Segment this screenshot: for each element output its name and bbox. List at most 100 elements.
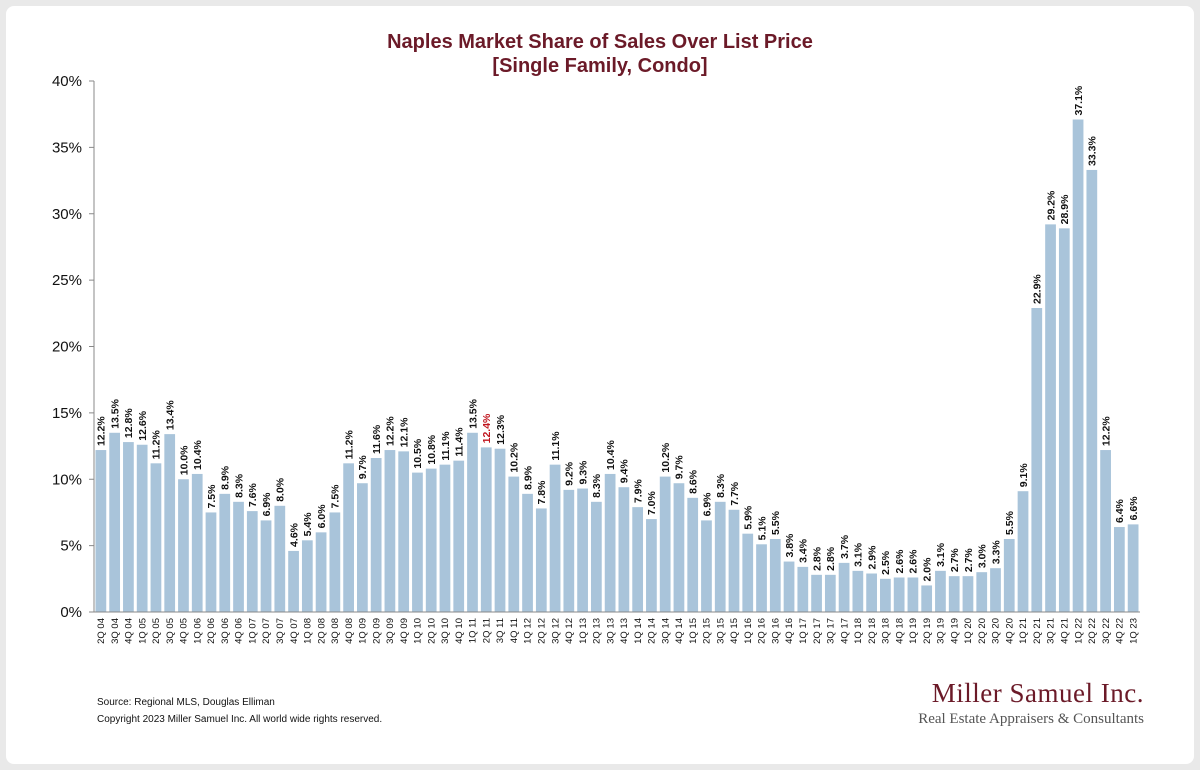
data-label: 9.1% <box>1018 463 1030 488</box>
x-tick-label: 4Q 20 <box>1004 618 1015 644</box>
bar <box>480 447 492 612</box>
x-tick-label: 2Q 17 <box>812 618 823 644</box>
data-label: 6.9% <box>261 492 273 517</box>
bar <box>315 532 327 612</box>
bar <box>233 501 244 612</box>
x-tick-label: 1Q 18 <box>853 618 864 644</box>
bar <box>1058 228 1070 612</box>
x-tick-label: 4Q 07 <box>289 618 300 644</box>
bar <box>618 487 630 612</box>
data-label: 8.6% <box>688 469 700 494</box>
bar <box>604 473 616 612</box>
data-label: 7.6% <box>247 483 259 508</box>
data-label: 2.7% <box>949 548 961 573</box>
bar <box>921 585 933 612</box>
bar <box>590 501 602 612</box>
data-label: 9.7% <box>357 455 369 480</box>
data-labels: 12.2%13.5% 12.8% 12.6%11.2%13.4%10.0% 10.4%… <box>96 85 1140 581</box>
x-tick-label: 3Q 13 <box>605 618 616 644</box>
x-tick-label: 1Q 13 <box>578 618 589 644</box>
data-label: 12.6% <box>137 410 149 440</box>
bar <box>494 448 506 612</box>
data-label: 5.5% <box>770 510 782 535</box>
x-tick-label: 2Q 05 <box>151 618 162 644</box>
data-label: 12.1% <box>398 417 410 447</box>
bar <box>205 512 217 612</box>
bar <box>384 450 396 612</box>
data-label: 10.5% <box>412 438 424 468</box>
data-label: 8.9% <box>220 465 232 490</box>
x-tick-label: 1Q 11 <box>468 618 479 643</box>
data-label: 12.2% <box>385 416 397 446</box>
x-tick-label: 3Q 05 <box>165 618 176 644</box>
chart-subtitle: [Single Family, Condo] <box>492 55 708 77</box>
x-tick-label: 1Q 10 <box>413 618 424 644</box>
chart-card <box>6 6 1194 764</box>
x-tick-label: 2Q 10 <box>426 618 437 644</box>
data-label: 10.2% <box>509 442 521 472</box>
x-tick-label: 1Q 19 <box>908 618 919 644</box>
data-label: 7.0% <box>646 490 658 515</box>
x-tick-label: 2Q 18 <box>867 618 878 644</box>
bar <box>425 468 437 612</box>
data-label: 12.2% <box>1100 416 1112 446</box>
data-label: 22.9% <box>1032 274 1044 304</box>
bar <box>1086 169 1098 612</box>
bar <box>109 432 121 612</box>
x-tick-label: 1Q 09 <box>358 618 369 644</box>
x-tick-label: 1Q 06 <box>192 618 203 644</box>
y-tick-label: 0% <box>60 604 82 621</box>
bar <box>467 432 478 612</box>
data-label: 2.7% <box>963 548 975 573</box>
y-tick-label: 40% <box>52 73 82 90</box>
x-tick-label: 1Q 14 <box>633 618 644 644</box>
x-tick-label: 4Q 05 <box>179 618 190 644</box>
bar <box>398 451 410 612</box>
data-label: 3.3% <box>990 540 1002 565</box>
data-label: 2.6% <box>908 549 920 574</box>
data-label: 10.0% <box>178 445 190 475</box>
x-tick-label: 4Q 16 <box>784 618 795 644</box>
x-tick-label: 4Q 10 <box>454 618 465 644</box>
data-label: 8.0% <box>275 477 287 502</box>
data-label: 7.7% <box>729 481 741 506</box>
chart-title: Naples Market Share of Sales Over List P… <box>387 31 813 53</box>
company-logo: Miller Samuel Inc. <box>931 678 1144 708</box>
bar <box>962 576 974 612</box>
bar <box>948 576 960 612</box>
data-label: 2.8% <box>811 546 823 571</box>
x-tick-label: 3Q 09 <box>385 618 396 644</box>
bar <box>577 488 588 612</box>
bar <box>880 578 891 612</box>
data-label: 2.6% <box>894 549 906 574</box>
x-tick-label: 1Q 20 <box>963 618 974 644</box>
x-tick-label: 2Q 16 <box>757 618 768 644</box>
bar <box>123 442 134 612</box>
x-tick-label: 2Q 19 <box>922 618 933 644</box>
data-label: 12.3% <box>495 414 507 444</box>
y-tick-label: 25% <box>52 272 82 289</box>
x-tick-label: 3Q 20 <box>991 618 1002 644</box>
x-tick-label: 4Q 22 <box>1115 618 1126 644</box>
bar <box>907 577 919 612</box>
x-tick-label: 2Q 06 <box>206 618 217 644</box>
data-label: 5.9% <box>743 505 755 530</box>
y-tick-label: 5% <box>60 538 82 555</box>
bar <box>357 483 368 612</box>
bar <box>1031 308 1043 612</box>
bar <box>1017 491 1029 612</box>
x-tick-label: 1Q 22 <box>1073 618 1084 644</box>
data-label: 13.5% <box>109 398 121 428</box>
data-label: 11.2% <box>343 429 355 459</box>
bar <box>563 489 575 612</box>
data-label: 10.4% <box>192 440 204 470</box>
y-tick-label: 10% <box>52 471 82 488</box>
x-tick-label: 2Q 22 <box>1087 618 1098 644</box>
bar <box>935 570 946 612</box>
bar <box>893 577 905 612</box>
data-label: 10.8% <box>426 434 438 464</box>
data-label: 11.4% <box>454 427 466 457</box>
x-tick-label: 4Q 09 <box>399 618 410 644</box>
data-label: 2.5% <box>880 550 892 575</box>
data-label: 8.3% <box>715 473 727 498</box>
